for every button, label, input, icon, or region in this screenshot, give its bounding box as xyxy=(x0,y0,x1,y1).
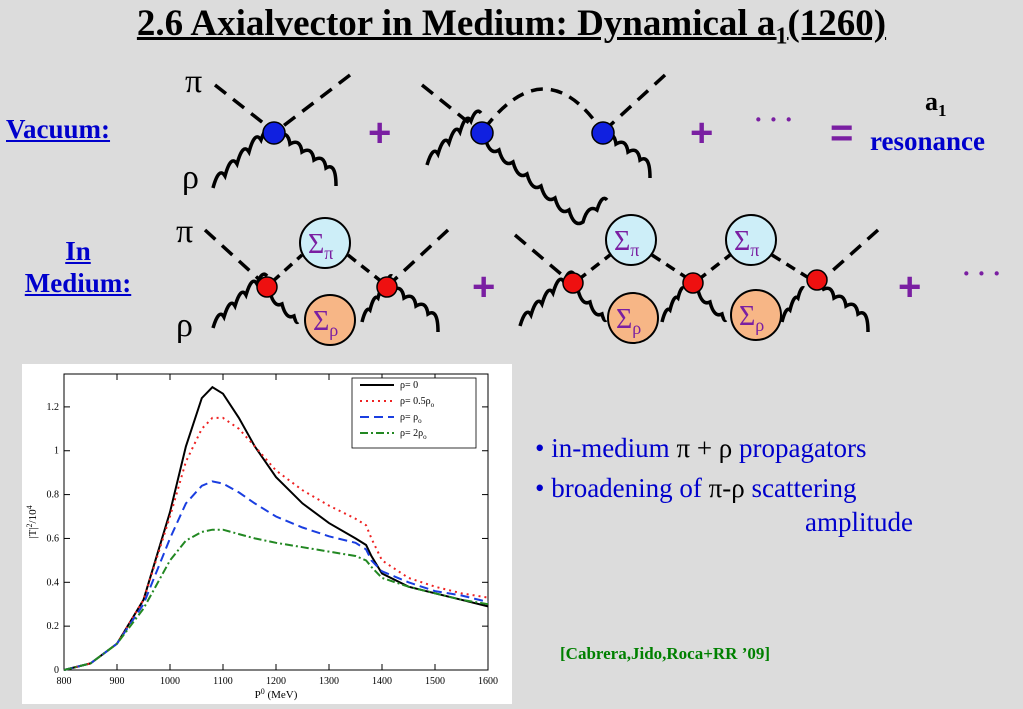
x-tick-label: 1300 xyxy=(319,676,339,687)
bullet-list: • in-medium π + ρ propagators • broadeni… xyxy=(535,428,913,542)
legend-label: ρ= 2ρo xyxy=(400,428,427,441)
y-tick-label: 0.8 xyxy=(47,490,60,501)
plus-sign: + xyxy=(898,265,921,309)
x-tick-label: 1200 xyxy=(266,676,286,687)
chart: 800 900 1000 1100 1200 1300 1400 1500 1600 0 0.2 0.… xyxy=(25,373,498,701)
plus-sign: + xyxy=(368,111,391,155)
y-tick-label: 1.2 xyxy=(47,402,60,413)
x-tick-label: 900 xyxy=(110,676,125,687)
sigma-pi-label: Σπ xyxy=(308,229,333,263)
y-tick-label: 0 xyxy=(54,665,59,676)
x-axis-label: P0 (MeV) xyxy=(255,687,298,701)
resonance-label: resonance xyxy=(870,126,985,156)
sigma-pi-blobs xyxy=(299,214,777,269)
x-tick-label: 1600 xyxy=(478,676,498,687)
plus-sign: + xyxy=(690,111,713,155)
rho-label: ρ xyxy=(176,307,193,344)
sigma-pi-label: Σπ xyxy=(734,226,759,260)
y-axis-label: |T|2/104 xyxy=(25,505,39,538)
y-tick-label: 0.2 xyxy=(47,621,60,632)
medium-vertices xyxy=(256,269,828,298)
equals-sign: = xyxy=(830,111,853,155)
y-tick-label: 0.6 xyxy=(47,533,60,544)
rho-label: ρ xyxy=(182,159,199,196)
legend-label: ρ= 0 xyxy=(400,380,418,391)
sigma-rho-blobs xyxy=(304,289,782,346)
medium-diagram-2 xyxy=(513,228,880,333)
medium-label: Medium: xyxy=(24,268,132,298)
bullet-item: • broadening of π-ρ scattering xyxy=(535,473,857,503)
y-tick-label: 0.4 xyxy=(47,577,60,588)
series-line xyxy=(63,480,489,671)
sigma-pi-label: Σπ xyxy=(614,226,639,260)
bullet-continuation: amplitude xyxy=(805,507,913,537)
page-title: 2.6 Axialvector in Medium: Dynamical a1(… xyxy=(136,3,887,50)
bullet-item: • in-medium π + ρ propagators xyxy=(535,433,867,463)
pi-label: π xyxy=(185,63,202,100)
in-label: In xyxy=(65,236,91,266)
x-tick-label: 1000 xyxy=(160,676,180,687)
vacuum-diagram-loop xyxy=(420,73,667,226)
x-tick-label: 800 xyxy=(57,676,72,687)
ellipsis: · · · xyxy=(962,259,1001,288)
x-tick-label: 1100 xyxy=(213,676,233,687)
chart-panel: 800 900 1000 1100 1200 1300 1400 1500 1600 0 0.2 0.… xyxy=(22,364,512,704)
legend-box xyxy=(351,377,477,449)
legend-label: ρ= 0.5ρo xyxy=(400,396,435,409)
sigma-rho-label: Σρ xyxy=(616,304,641,338)
feynman-diagrams: Σπ Σπ Σπ Σρ Σρ Σρ π ρ π ρ + + + + = · · … xyxy=(176,63,1001,346)
a1-label: a1 xyxy=(925,87,947,120)
vacuum-diagram-tree xyxy=(211,73,352,189)
legend-label: ρ= ρo xyxy=(400,412,422,425)
series-line xyxy=(63,528,489,671)
plus-sign: + xyxy=(472,265,495,309)
sigma-rho-label: Σρ xyxy=(739,301,764,335)
vacuum-label: Vacuum: xyxy=(6,114,111,144)
sigma-rho-label: Σρ xyxy=(313,306,338,340)
x-tick-label: 1400 xyxy=(372,676,392,687)
ellipsis: · · · xyxy=(754,105,793,134)
citation: [Cabrera,Jido,Roca+RR ’09] xyxy=(560,644,771,663)
pi-label: π xyxy=(176,213,193,250)
series-line xyxy=(63,416,489,671)
vacuum-vertices xyxy=(262,121,615,145)
in-medium-label: In Medium: xyxy=(8,235,148,299)
y-tick-label: 1 xyxy=(54,446,59,457)
x-tick-label: 1500 xyxy=(425,676,445,687)
